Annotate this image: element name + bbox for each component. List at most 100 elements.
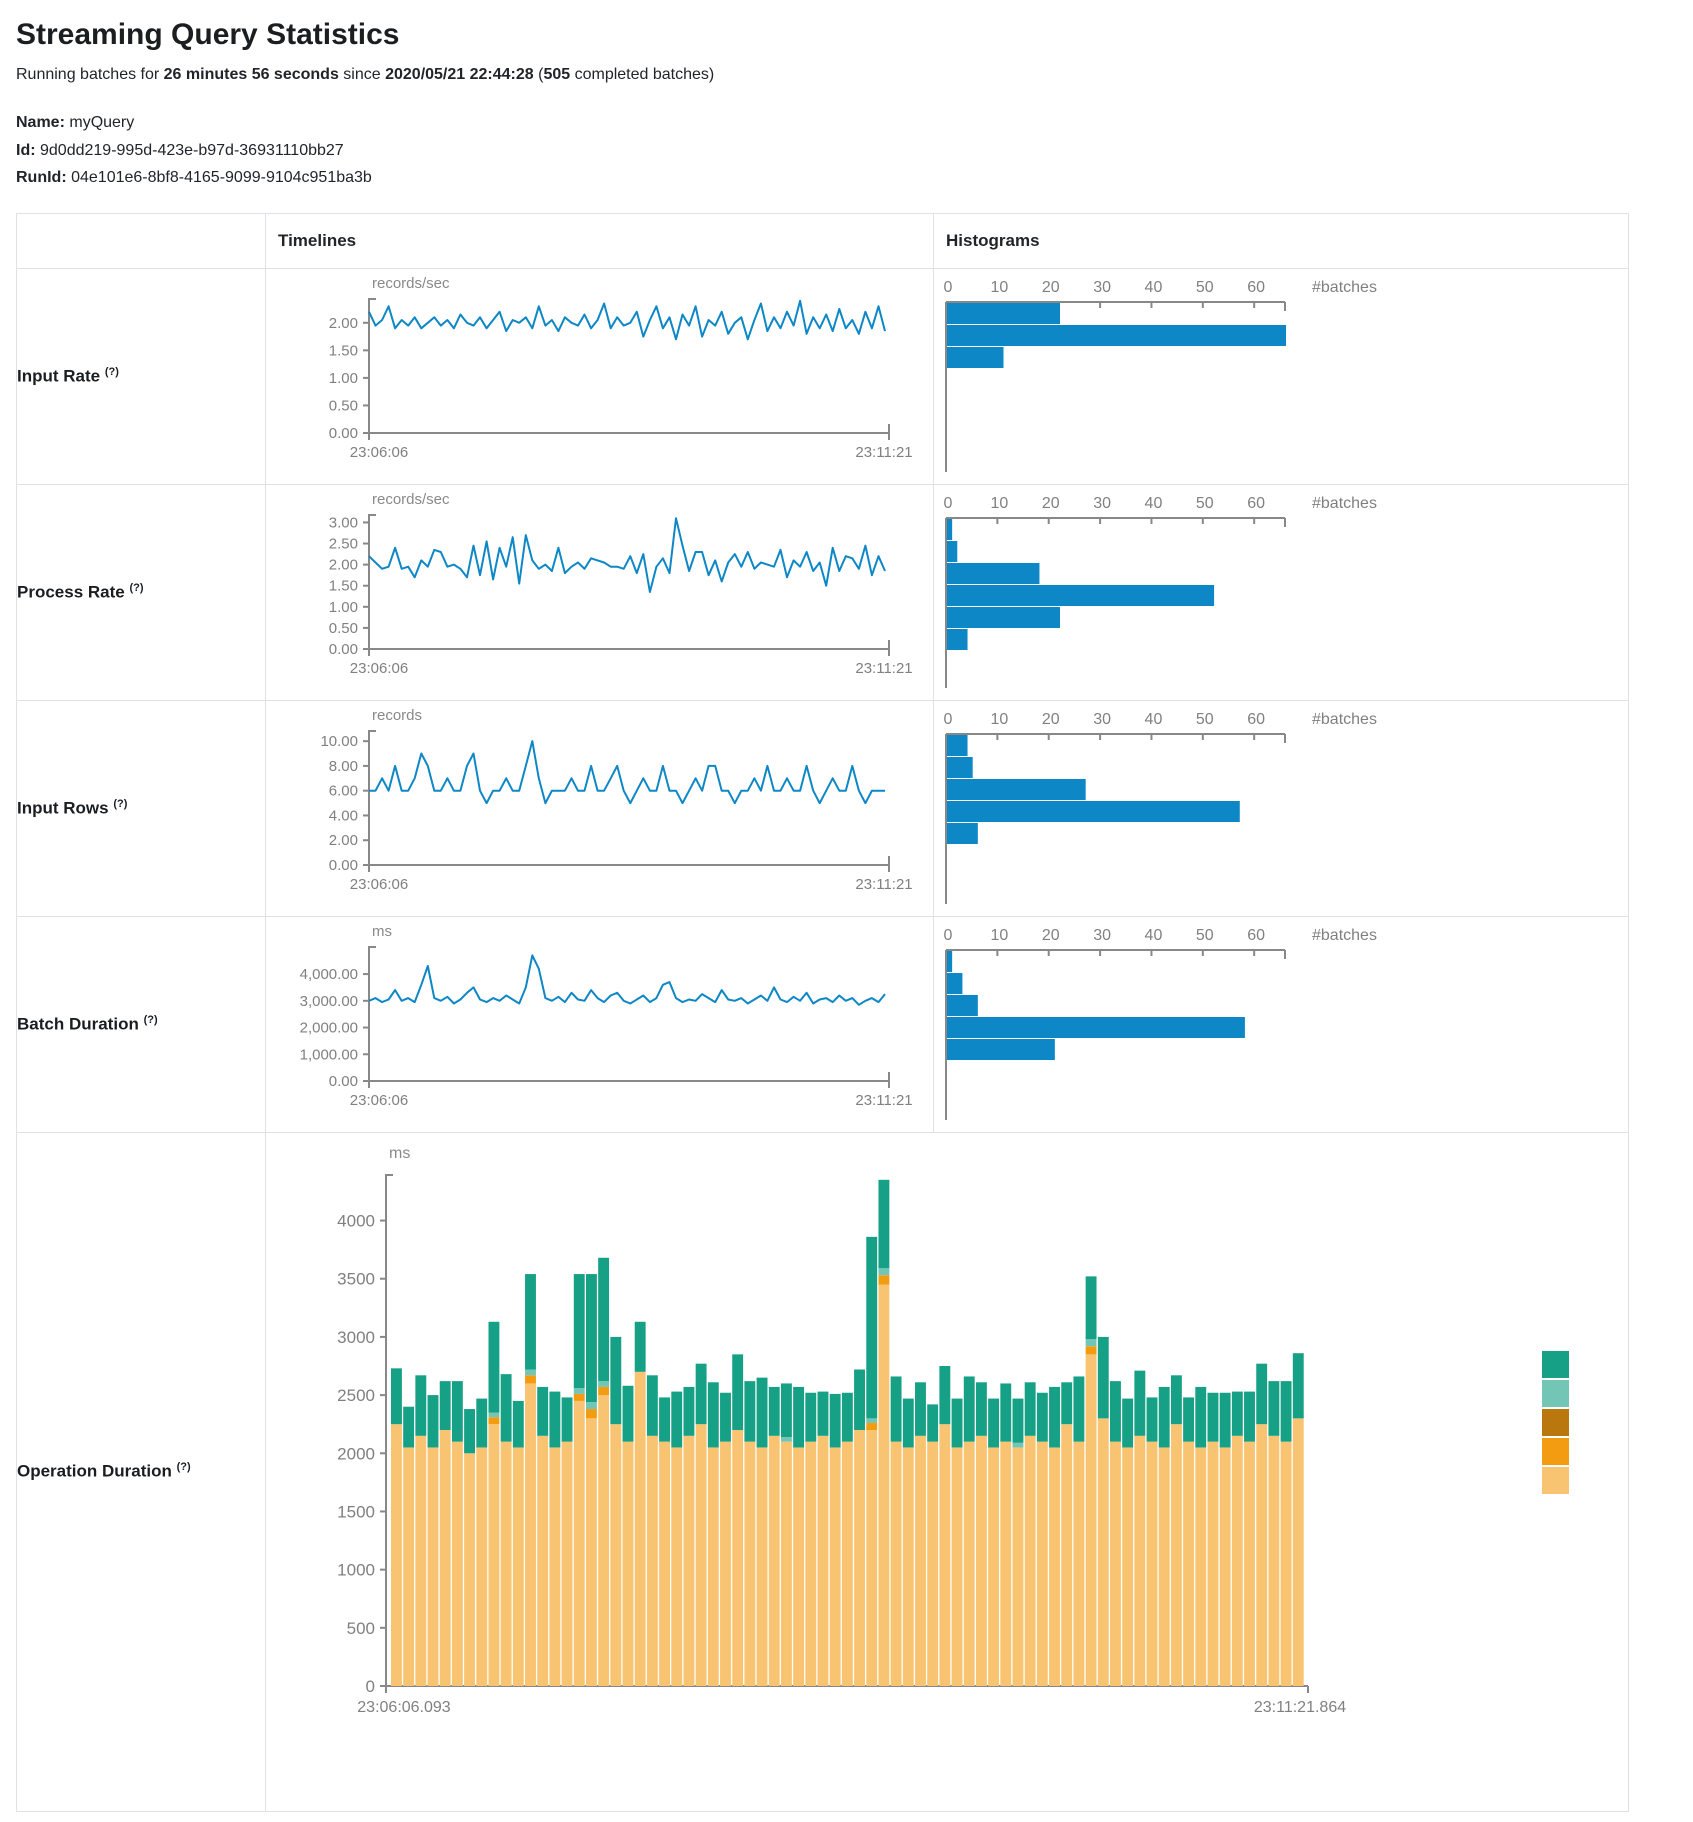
svg-text:23:06:06.093: 23:06:06.093	[357, 1699, 451, 1716]
svg-text:2,000.00: 2,000.00	[300, 1019, 358, 1036]
svg-text:4000: 4000	[337, 1211, 375, 1230]
input-rows-label-cell: Input Rows (?)	[16, 699, 266, 917]
svg-text:50: 50	[1196, 711, 1214, 728]
svg-text:20: 20	[1042, 495, 1060, 512]
svg-text:40: 40	[1145, 927, 1163, 944]
batch-duration-label: Batch Duration	[17, 1014, 139, 1034]
input-rate-timeline-chart: records/sec 0.00 0.50 1.00 1.50 2.00 23:06:06 2…	[266, 270, 933, 483]
svg-text:#batches: #batches	[1312, 495, 1377, 512]
operation-duration-label-cell: Operation Duration (?)	[16, 1131, 266, 1812]
svg-text:#batches: #batches	[1312, 711, 1377, 728]
svg-text:60: 60	[1247, 279, 1265, 296]
svg-text:6.00: 6.00	[329, 782, 358, 799]
svg-text:0: 0	[944, 711, 953, 728]
svg-text:60: 60	[1247, 495, 1265, 512]
header-timelines: Timelines	[265, 212, 934, 269]
svg-text:60: 60	[1247, 711, 1265, 728]
svg-text:3.00: 3.00	[329, 514, 358, 531]
id-value: 9d0dd219-995d-423e-b97d-36931110bb27	[40, 141, 344, 159]
process-rate-timeline-chart: records/sec 0.00 0.50 1.00 1.50 2.00 2.50 3.00 2…	[266, 486, 933, 699]
runid-label: RunId:	[16, 169, 67, 187]
process-rate-help-icon[interactable]: (?)	[129, 581, 144, 594]
svg-text:0: 0	[944, 927, 953, 944]
svg-text:50: 50	[1196, 279, 1214, 296]
svg-text:23:11:21: 23:11:21	[855, 660, 912, 677]
svg-text:0: 0	[944, 495, 953, 512]
input-rows-histogram-chart: 0 10 20 30 40 50 60 #batches	[934, 704, 1628, 912]
svg-text:ms: ms	[372, 923, 392, 940]
svg-text:1,000.00: 1,000.00	[300, 1046, 358, 1063]
input-rows-help-icon[interactable]: (?)	[113, 797, 128, 810]
table-header-row: Timelines Histograms	[16, 212, 1629, 269]
svg-text:500: 500	[347, 1619, 375, 1638]
summary-prefix: Running batches for	[16, 66, 164, 83]
svg-text:0.00: 0.00	[329, 641, 358, 658]
svg-text:0.00: 0.00	[329, 1073, 358, 1090]
batch-duration-histogram-chart: 0 10 20 30 40 50 60 #batches	[934, 920, 1628, 1128]
summary-batch-count: 505	[543, 66, 571, 83]
svg-text:20: 20	[1042, 927, 1060, 944]
query-name-line: Name: myQuery	[16, 110, 1677, 136]
batch-duration-timeline-chart: ms 0.00 1,000.00 2,000.00 3,000.00 4,000.00 23…	[266, 918, 933, 1131]
svg-text:60: 60	[1247, 927, 1265, 944]
operation-duration-label: Operation Duration	[17, 1462, 172, 1482]
input-rows-label: Input Rows	[17, 798, 109, 818]
svg-text:23:06:06: 23:06:06	[350, 660, 408, 677]
svg-text:1.50: 1.50	[329, 578, 358, 595]
input-rate-label-cell: Input Rate (?)	[16, 267, 266, 485]
process-rate-histogram-chart: 0 10 20 30 40 50 60 #batches	[934, 488, 1628, 696]
svg-text:ms: ms	[389, 1145, 410, 1162]
id-label: Id:	[16, 141, 36, 159]
svg-text:4,000.00: 4,000.00	[300, 966, 358, 983]
process-rate-label: Process Rate	[17, 582, 125, 602]
summary-duration: 26 minutes 56 seconds	[163, 66, 339, 83]
operation-duration-chart: ms 0 500 1000 1500 2000 2500 3000 3500 4000 23:06:…	[266, 1136, 1628, 1808]
input-rate-row: Input Rate (?) records/sec 0.00 0.50 1.00 1.…	[16, 267, 1629, 485]
svg-text:records/sec: records/sec	[372, 491, 450, 508]
svg-text:23:06:06: 23:06:06	[350, 876, 408, 893]
svg-text:0: 0	[944, 279, 953, 296]
svg-text:3500: 3500	[337, 1270, 375, 1289]
svg-text:0: 0	[366, 1677, 375, 1696]
svg-text:2.50: 2.50	[329, 535, 358, 552]
input-rate-histogram-chart: 0 10 20 30 40 50 60 #batches	[934, 272, 1628, 480]
svg-text:30: 30	[1093, 495, 1111, 512]
svg-text:10: 10	[990, 711, 1008, 728]
svg-text:40: 40	[1145, 495, 1163, 512]
svg-text:0.50: 0.50	[329, 620, 358, 637]
svg-text:23:11:21: 23:11:21	[855, 1092, 912, 1109]
svg-text:2.00: 2.00	[329, 832, 358, 849]
svg-text:8.00: 8.00	[329, 758, 358, 775]
svg-text:23:11:21.864: 23:11:21.864	[1254, 1699, 1346, 1716]
svg-text:23:11:21: 23:11:21	[855, 876, 912, 893]
svg-text:3,000.00: 3,000.00	[300, 993, 358, 1010]
svg-text:2.00: 2.00	[329, 556, 358, 573]
svg-text:23:06:06: 23:06:06	[350, 444, 408, 461]
input-rate-help-icon[interactable]: (?)	[104, 365, 119, 378]
svg-text:2500: 2500	[337, 1386, 375, 1405]
operation-duration-help-icon[interactable]: (?)	[176, 1461, 191, 1474]
svg-text:#batches: #batches	[1312, 279, 1377, 296]
process-rate-label-cell: Process Rate (?)	[16, 483, 266, 701]
svg-text:10.00: 10.00	[320, 733, 358, 750]
svg-text:1000: 1000	[337, 1560, 375, 1579]
svg-text:3000: 3000	[337, 1328, 375, 1347]
svg-text:1.00: 1.00	[329, 370, 358, 387]
svg-text:2000: 2000	[337, 1444, 375, 1463]
svg-text:0.00: 0.00	[329, 857, 358, 874]
summary-mid: since	[338, 66, 386, 83]
svg-text:30: 30	[1093, 927, 1111, 944]
process-rate-row: Process Rate (?) records/sec 0.00 0.50 1.00…	[16, 483, 1629, 701]
svg-text:1500: 1500	[337, 1502, 375, 1521]
name-label: Name:	[16, 114, 65, 131]
svg-text:23:06:06: 23:06:06	[350, 1092, 408, 1109]
svg-text:records: records	[372, 707, 422, 724]
svg-text:0.50: 0.50	[329, 397, 358, 414]
svg-text:20: 20	[1042, 279, 1060, 296]
batch-duration-label-cell: Batch Duration (?)	[16, 915, 266, 1133]
batch-duration-help-icon[interactable]: (?)	[143, 1013, 158, 1026]
svg-text:10: 10	[990, 279, 1008, 296]
batch-duration-row: Batch Duration (?) ms 0.00 1,000.00 2,000.0…	[16, 915, 1629, 1133]
statistics-table: Timelines Histograms Input Rate (?) reco…	[16, 212, 1629, 1812]
